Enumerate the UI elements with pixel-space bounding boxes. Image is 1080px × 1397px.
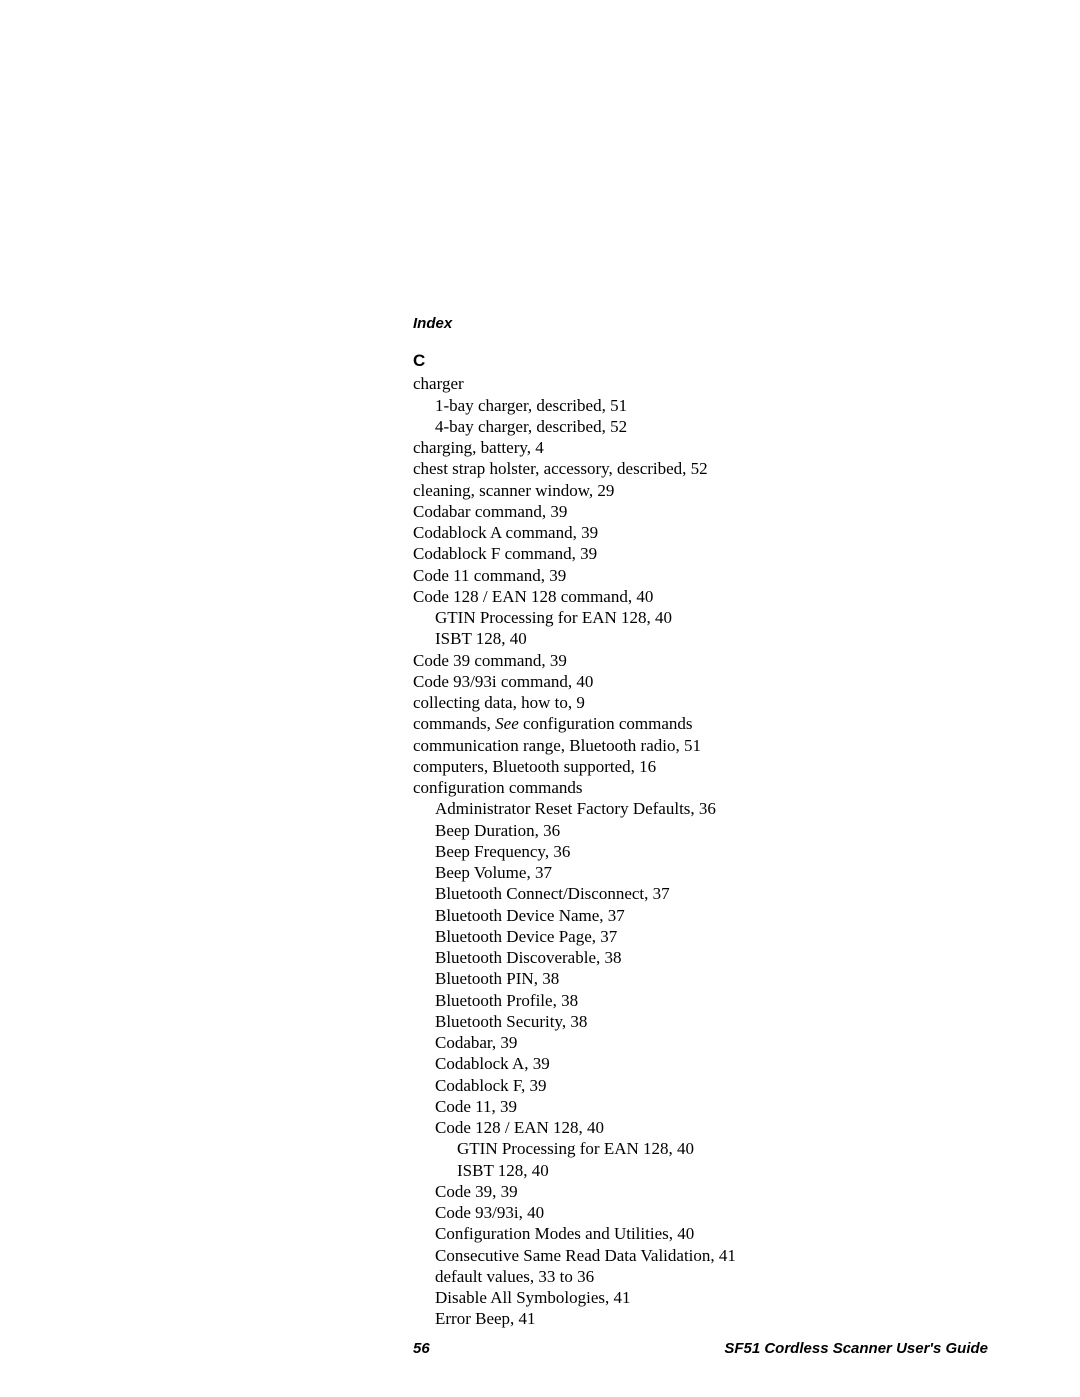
index-line: Administrator Reset Factory Defaults, 36: [413, 798, 988, 819]
see-reference: See: [495, 714, 519, 733]
index-line: commands, See configuration commands: [413, 713, 988, 734]
index-line: GTIN Processing for EAN 128, 40: [413, 1138, 988, 1159]
index-line: chest strap holster, accessory, describe…: [413, 458, 988, 479]
index-line: Codablock F, 39: [413, 1075, 988, 1096]
index-line: Configuration Modes and Utilities, 40: [413, 1223, 988, 1244]
index-line: Code 39, 39: [413, 1181, 988, 1202]
index-line: Codabar, 39: [413, 1032, 988, 1053]
index-line: 1-bay charger, described, 51: [413, 395, 988, 416]
index-line: Code 93/93i, 40: [413, 1202, 988, 1223]
index-line: Bluetooth Device Page, 37: [413, 926, 988, 947]
index-line: Bluetooth Profile, 38: [413, 990, 988, 1011]
index-line: Code 11 command, 39: [413, 565, 988, 586]
index-line: Beep Duration, 36: [413, 820, 988, 841]
index-line: Bluetooth Device Name, 37: [413, 905, 988, 926]
index-line: ISBT 128, 40: [413, 628, 988, 649]
index-line: cleaning, scanner window, 29: [413, 480, 988, 501]
index-line: Beep Frequency, 36: [413, 841, 988, 862]
index-line: ISBT 128, 40: [413, 1160, 988, 1181]
index-line: Bluetooth Connect/Disconnect, 37: [413, 883, 988, 904]
index-line: charger: [413, 373, 988, 394]
index-line: Code 128 / EAN 128 command, 40: [413, 586, 988, 607]
index-line: Codablock A, 39: [413, 1053, 988, 1074]
index-line: charging, battery, 4: [413, 437, 988, 458]
index-line: Disable All Symbologies, 41: [413, 1287, 988, 1308]
index-line: Bluetooth PIN, 38: [413, 968, 988, 989]
index-line: Error Beep, 41: [413, 1308, 988, 1329]
page-footer: 56 SF51 Cordless Scanner User's Guide: [93, 1340, 988, 1359]
index-text: commands,: [413, 714, 495, 733]
index-line: collecting data, how to, 9: [413, 692, 988, 713]
index-line: 4-bay charger, described, 52: [413, 416, 988, 437]
running-head-index: Index: [413, 315, 452, 334]
page-number: 56: [93, 1340, 430, 1359]
index-line: Code 11, 39: [413, 1096, 988, 1117]
index-line: communication range, Bluetooth radio, 51: [413, 735, 988, 756]
index-line: configuration commands: [413, 777, 988, 798]
index-line: computers, Bluetooth supported, 16: [413, 756, 988, 777]
index-line: Codabar command, 39: [413, 501, 988, 522]
index-line: Codablock F command, 39: [413, 543, 988, 564]
index-text: configuration commands: [519, 714, 693, 733]
index-line: default values, 33 to 36: [413, 1266, 988, 1287]
index-content: C charger1-bay charger, described, 514-b…: [413, 350, 988, 1330]
index-line: Codablock A command, 39: [413, 522, 988, 543]
footer-guide-title: SF51 Cordless Scanner User's Guide: [724, 1340, 988, 1359]
index-line: Bluetooth Security, 38: [413, 1011, 988, 1032]
index-line: GTIN Processing for EAN 128, 40: [413, 607, 988, 628]
index-line: Consecutive Same Read Data Validation, 4…: [413, 1245, 988, 1266]
index-line: Code 128 / EAN 128, 40: [413, 1117, 988, 1138]
index-line: Code 39 command, 39: [413, 650, 988, 671]
index-line: Bluetooth Discoverable, 38: [413, 947, 988, 968]
section-letter-c: C: [413, 350, 988, 371]
index-line: Code 93/93i command, 40: [413, 671, 988, 692]
index-line: Beep Volume, 37: [413, 862, 988, 883]
